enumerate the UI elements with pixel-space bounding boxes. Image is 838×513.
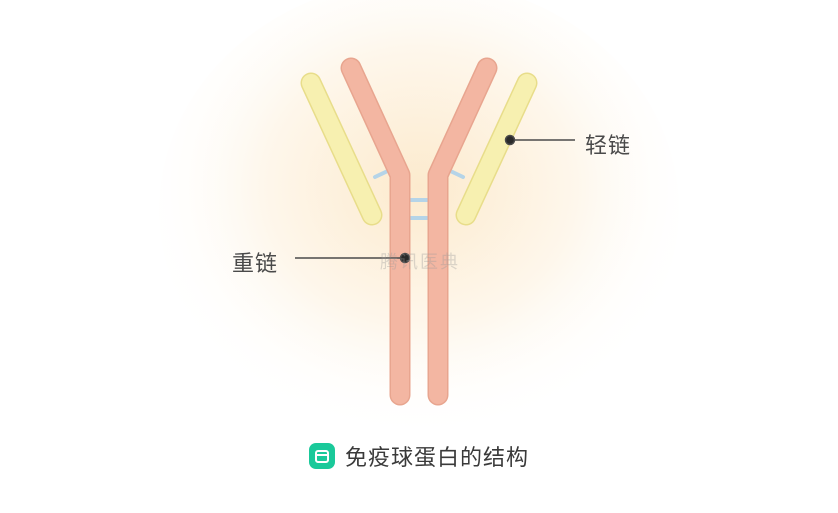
caption-row: 免疫球蛋白的结构 (0, 440, 838, 472)
watermark: 腾讯医典 (380, 248, 460, 274)
caption-text: 免疫球蛋白的结构 (345, 440, 529, 472)
heavy-chain-label: 重链 (232, 246, 278, 278)
caption-icon (309, 443, 335, 469)
light-chain-label: 轻链 (585, 128, 631, 160)
light-chain-dot (506, 136, 515, 145)
